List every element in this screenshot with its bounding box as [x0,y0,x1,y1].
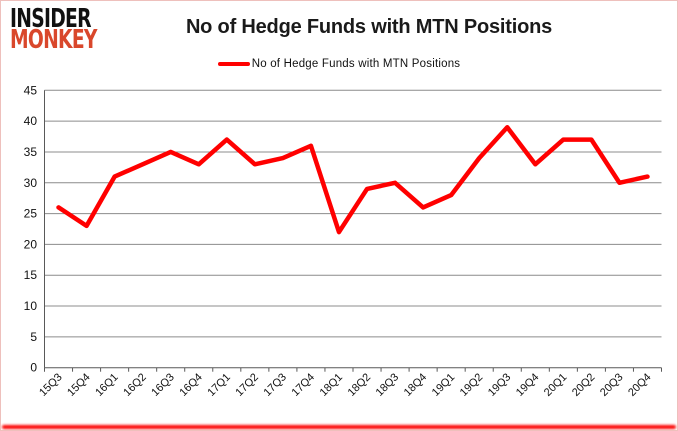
x-axis-label: 19Q4 [514,371,542,399]
series-line [56,125,650,235]
x-axis-label: 17Q4 [290,371,318,399]
x-axis-label: 19Q1 [430,371,458,399]
y-axis-label: 25 [24,207,38,221]
x-axis-label: 19Q2 [458,371,486,399]
logo-insider-text: INSIDER [10,4,92,34]
x-axis-label: 20Q3 [598,371,626,399]
y-axis-label: 45 [24,83,38,97]
x-axis-label: 15Q4 [65,371,93,399]
x-axis-label: 17Q1 [205,371,233,399]
x-axis-label: 17Q3 [261,371,289,399]
x-axis-label: 16Q2 [121,371,149,399]
x-axis-label: 20Q2 [570,371,598,399]
x-axis-label: 15Q3 [37,371,65,399]
y-axis-label: 35 [24,145,38,159]
y-axis-label: 10 [24,299,38,313]
x-axis-label: 18Q3 [374,371,402,399]
x-axis-label: 18Q1 [318,371,346,399]
x-axis-label: 18Q2 [346,371,374,399]
x-axis-label: 19Q3 [486,371,514,399]
legend-label: No of Hedge Funds with MTN Positions [251,58,461,70]
y-axis-label: 30 [24,176,38,190]
x-axis-label: 20Q1 [542,371,570,399]
x-axis-label: 20Q4 [626,371,654,399]
y-axis-label: 5 [30,330,37,344]
bottom-red-bar [2,425,676,429]
y-axis-label: 0 [30,361,37,375]
chart-title: No of Hedge Funds with MTN Positions [185,16,553,38]
legend: No of Hedge Funds with MTN Positions [1,58,677,70]
x-axis-label: 16Q1 [93,371,121,399]
y-axis-label: 40 [24,114,38,128]
insider-monkey-logo: INSIDER MONKEY [10,4,97,56]
x-axis-label: 17Q2 [233,371,261,399]
logo-monkey-text: MONKEY [10,25,97,56]
x-axis-label: 16Q4 [177,371,205,399]
x-axis-label: 18Q4 [402,371,430,399]
y-axis-label: 15 [24,268,38,282]
legend-line-marker [217,62,250,66]
x-axis-label: 16Q3 [149,371,177,399]
y-axis-label: 20 [24,237,38,251]
